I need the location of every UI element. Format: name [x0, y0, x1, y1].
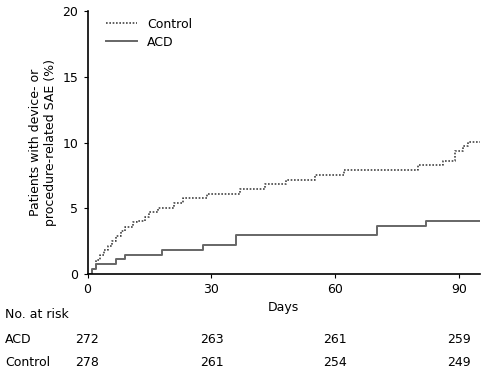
Text: 259: 259 — [448, 333, 471, 346]
Text: 263: 263 — [200, 333, 224, 346]
Y-axis label: Patients with device- or
procedure-related SAE (%): Patients with device- or procedure-relat… — [29, 59, 57, 226]
Text: 261: 261 — [200, 356, 224, 369]
Text: ACD: ACD — [5, 333, 32, 346]
Text: Control: Control — [5, 356, 50, 369]
Text: 249: 249 — [448, 356, 471, 369]
Text: 278: 278 — [76, 356, 100, 369]
Legend: Control, ACD: Control, ACD — [106, 18, 192, 49]
Text: No. at risk: No. at risk — [5, 308, 69, 321]
Text: 254: 254 — [324, 356, 347, 369]
X-axis label: Days: Days — [268, 301, 300, 314]
Text: 261: 261 — [324, 333, 347, 346]
Text: 272: 272 — [76, 333, 100, 346]
